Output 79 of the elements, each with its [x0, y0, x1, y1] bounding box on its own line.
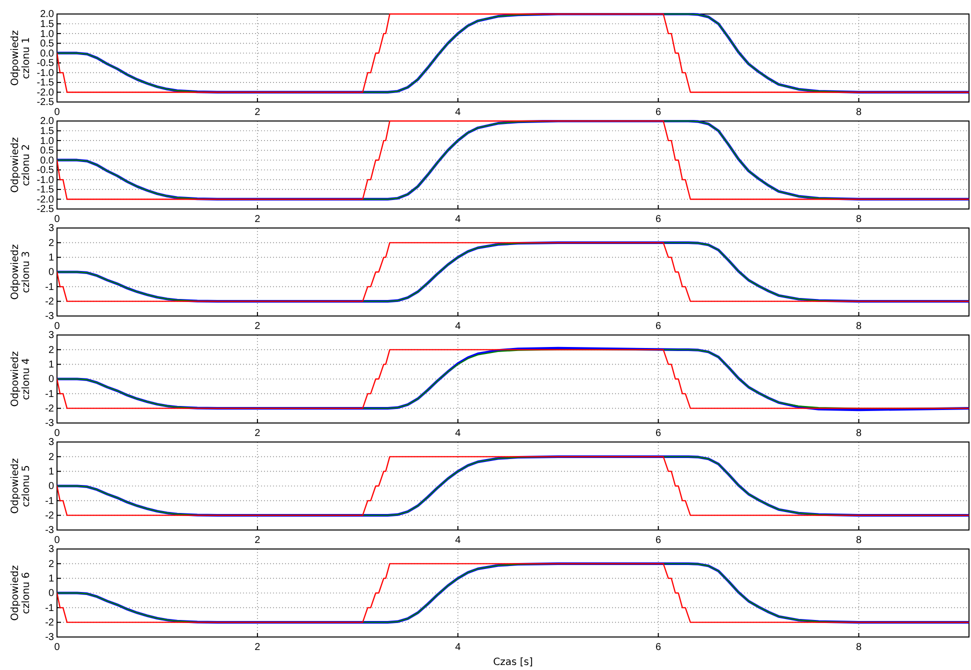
x-tick-label: 4	[455, 107, 462, 118]
x-tick-label: 8	[856, 214, 862, 226]
y-tick-label: -1.5	[36, 184, 54, 196]
y-tick-label: 1	[48, 360, 54, 371]
y-tick-label: -2	[45, 618, 54, 629]
y-tick-label: -3	[45, 632, 54, 644]
y-tick-label: 0.5	[40, 146, 54, 157]
y-tick-label: 1.5	[40, 18, 54, 30]
x-tick-label: 4	[455, 535, 462, 546]
y-tick-label: -1.5	[36, 78, 54, 89]
y-tick-label: 2	[48, 558, 54, 570]
x-tick-label: 4	[455, 642, 462, 654]
x-tick-label: 4	[455, 214, 462, 226]
y-tick-label: 1.0	[40, 28, 54, 40]
y-tick-label: 0	[48, 481, 54, 492]
y-tick-label: 2.0	[40, 116, 54, 128]
y-tick-label: -1	[45, 388, 54, 400]
y-tick-label: 1	[48, 574, 54, 585]
x-tick-label: 2	[254, 428, 261, 440]
x-tick-label: 2	[254, 321, 261, 332]
y-tick-label: -2	[45, 510, 54, 522]
x-tick-label: 4	[455, 428, 462, 440]
x-tick-label: 4	[455, 321, 462, 332]
y-tick-label: -1.0	[36, 174, 54, 186]
x-tick-label: 2	[254, 214, 261, 226]
y-tick-label: -3	[45, 418, 54, 430]
y-tick-label: 0.5	[40, 38, 54, 50]
y-axis-title: Odpowiedz czlonu 4	[10, 351, 32, 407]
y-tick-label: 0.0	[40, 155, 54, 166]
y-tick-label: 0	[48, 588, 54, 600]
y-tick-label: 0	[48, 267, 54, 278]
y-tick-label: -1	[45, 282, 54, 293]
y-tick-label: -1.0	[36, 68, 54, 79]
y-tick-label: -0.5	[36, 58, 54, 70]
y-axis-title: Odpowiedz czlonu 2	[10, 137, 32, 193]
x-tick-label: 6	[656, 107, 662, 118]
y-tick-label: -2.5	[36, 204, 54, 216]
x-tick-label: 6	[656, 321, 662, 332]
y-tick-label: -2	[45, 404, 54, 415]
x-tick-label: 8	[856, 321, 862, 332]
y-tick-label: 1.5	[40, 126, 54, 137]
y-tick-label: 2.0	[40, 9, 54, 20]
y-tick-label: -2.5	[36, 97, 54, 108]
y-tick-label: -0.5	[36, 165, 54, 176]
y-tick-label: 3	[48, 330, 54, 342]
x-tick-label: 8	[856, 642, 862, 654]
x-axis-title: Czas [s]	[493, 657, 533, 668]
y-tick-label: -2	[45, 296, 54, 308]
x-tick-label: 6	[656, 535, 662, 546]
x-tick-label: 2	[254, 642, 261, 654]
y-tick-label: 1.0	[40, 136, 54, 147]
y-axis-title: Odpowiedz czlonu 1	[10, 30, 32, 86]
x-tick-label: 6	[656, 642, 662, 654]
x-tick-label: 6	[656, 214, 662, 226]
y-tick-label: 3	[48, 544, 54, 556]
y-tick-label: -1	[45, 496, 54, 507]
y-tick-label: 0	[48, 374, 54, 386]
x-tick-label: 2	[254, 107, 261, 118]
y-tick-label: 1	[48, 252, 54, 264]
y-axis-title: Odpowiedz czlonu 3	[10, 244, 32, 300]
x-tick-label: 2	[254, 535, 261, 546]
y-tick-label: -3	[45, 311, 54, 322]
y-tick-label: 2	[48, 238, 54, 249]
y-tick-label: -3	[45, 525, 54, 536]
y-tick-label: 0.0	[40, 48, 54, 60]
y-tick-label: 3	[48, 223, 54, 234]
y-tick-label: -1	[45, 602, 54, 614]
y-tick-label: 1	[48, 466, 54, 478]
x-tick-label: 8	[856, 107, 862, 118]
y-tick-label: 2	[48, 452, 54, 463]
y-axis-title: Odpowiedz czlonu 5	[10, 458, 32, 514]
x-tick-label: 8	[856, 535, 862, 546]
y-tick-label: 3	[48, 437, 54, 448]
x-tick-label: 8	[856, 428, 862, 440]
y-tick-label: 2	[48, 344, 54, 356]
y-tick-label: -2.0	[36, 194, 54, 206]
x-tick-label: 6	[656, 428, 662, 440]
y-tick-label: -2.0	[36, 87, 54, 98]
y-axis-title: Odpowiedz czlonu 6	[10, 565, 32, 621]
